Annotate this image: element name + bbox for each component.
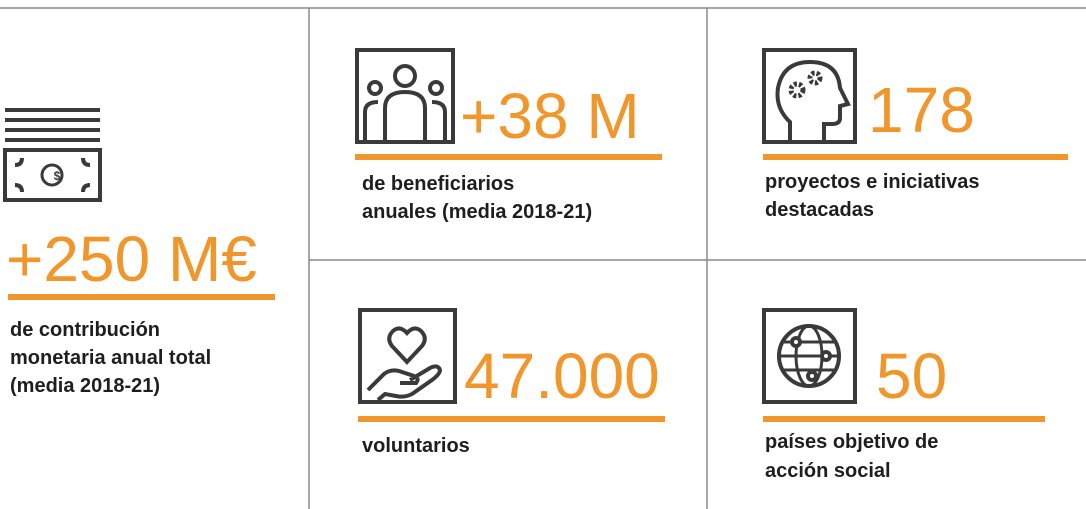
- stat-label: de beneficiarios: [362, 173, 514, 195]
- stat-label: anuales (media 2018-21): [362, 201, 592, 223]
- people-icon: [355, 48, 455, 144]
- underline: [355, 154, 662, 160]
- stat-value: 50: [876, 340, 947, 412]
- stat-value: +250 M€: [6, 223, 257, 295]
- stat-label: acción social: [765, 460, 891, 482]
- stat-value: +38 M: [460, 80, 640, 152]
- underline: [763, 416, 1045, 422]
- stat-label: de contribución: [10, 319, 160, 341]
- money-icon: [3, 108, 102, 202]
- heart-hand-icon: [358, 308, 457, 404]
- globe-icon: [762, 308, 857, 404]
- head-icon: [762, 48, 857, 144]
- underline: [763, 154, 1068, 160]
- stat-label: destacadas: [765, 199, 874, 221]
- stat-value: 47.000: [464, 340, 660, 412]
- dollar-sign: $: [54, 169, 61, 183]
- stat-label: voluntarios: [362, 435, 470, 457]
- stat-label: países objetivo de: [765, 431, 938, 453]
- stat-value: 178: [868, 74, 975, 146]
- stat-label: (media 2018-21): [10, 375, 160, 397]
- stat-label: monetaria anual total: [10, 347, 211, 369]
- underline: [358, 416, 665, 422]
- stat-label: proyectos e iniciativas: [765, 171, 980, 193]
- underline: [8, 294, 275, 300]
